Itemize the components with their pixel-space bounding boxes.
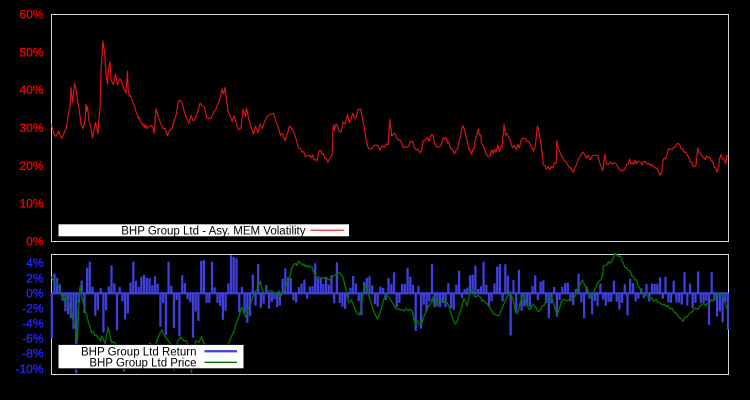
svg-text:40%: 40% (19, 83, 43, 97)
svg-text:-4%: -4% (22, 317, 44, 331)
svg-text:BHP Group Ltd Price: BHP Group Ltd Price (89, 357, 196, 369)
svg-text:-10%: -10% (15, 362, 43, 376)
svg-text:BHP Group Ltd Return: BHP Group Ltd Return (81, 346, 197, 358)
svg-text:BHP Group Ltd - Asy. MEM Volat: BHP Group Ltd - Asy. MEM Volatility (121, 225, 306, 237)
svg-text:30%: 30% (19, 121, 43, 135)
svg-text:10%: 10% (19, 197, 43, 211)
svg-text:50%: 50% (19, 45, 43, 59)
svg-text:60%: 60% (19, 8, 43, 22)
svg-text:-2%: -2% (22, 302, 44, 316)
svg-text:-6%: -6% (22, 332, 44, 346)
svg-text:0%: 0% (26, 286, 44, 300)
svg-text:2%: 2% (26, 271, 44, 285)
svg-text:20%: 20% (19, 159, 43, 173)
svg-text:0%: 0% (26, 234, 44, 248)
svg-text:-8%: -8% (22, 347, 44, 361)
svg-text:4%: 4% (26, 256, 44, 270)
